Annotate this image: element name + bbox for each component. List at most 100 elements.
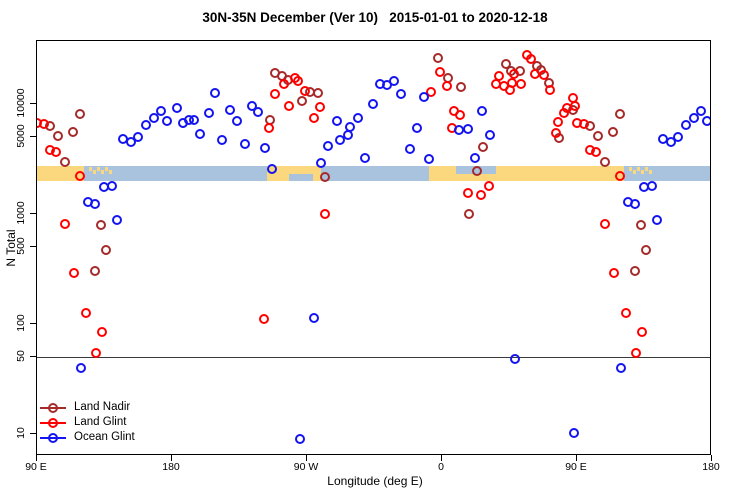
data-point	[111, 215, 122, 226]
data-point	[483, 180, 494, 191]
map-band-island	[629, 167, 632, 171]
data-point	[315, 157, 326, 168]
map-band-island	[633, 170, 636, 174]
y-tick-mark	[30, 433, 36, 434]
data-point	[39, 118, 50, 129]
data-point	[75, 109, 86, 119]
x-tick-mark	[711, 455, 712, 461]
data-point	[630, 266, 641, 277]
data-point	[432, 53, 443, 64]
data-point	[389, 76, 399, 86]
data-point	[462, 123, 473, 134]
data-point	[636, 220, 647, 231]
map-band-island	[645, 167, 648, 171]
data-point	[615, 109, 626, 119]
data-point	[267, 164, 278, 174]
data-point	[300, 86, 311, 97]
data-point	[464, 209, 474, 219]
data-point	[320, 209, 330, 219]
data-point	[309, 112, 320, 123]
data-point	[252, 107, 263, 118]
data-point	[615, 362, 626, 373]
data-point	[666, 136, 677, 147]
data-point	[621, 307, 632, 318]
data-point	[96, 220, 107, 231]
data-point	[171, 102, 182, 113]
data-point	[332, 116, 342, 127]
y-tick-mark	[30, 356, 36, 358]
data-point	[335, 134, 345, 145]
map-band-island	[641, 170, 644, 174]
data-point	[279, 79, 290, 90]
data-point	[426, 87, 437, 98]
data-point	[270, 89, 281, 100]
data-point	[51, 147, 62, 158]
legend-item-land-glint: Land Glint	[40, 415, 135, 430]
data-point	[702, 116, 710, 127]
data-point	[396, 89, 407, 100]
map-band-land	[37, 166, 84, 181]
data-point	[672, 132, 683, 143]
data-point	[516, 78, 527, 89]
ocean-glint-marker-icon	[40, 432, 66, 444]
data-point	[591, 147, 602, 158]
x-axis-title: Longitude (deg E)	[327, 474, 423, 488]
data-point	[320, 171, 330, 182]
data-point	[68, 127, 78, 138]
data-point	[60, 156, 71, 167]
y-tick-label: 5000	[15, 124, 27, 148]
data-point	[149, 112, 159, 123]
map-band-island	[637, 167, 640, 171]
map-band-island	[93, 170, 96, 174]
y-tick-mark	[30, 103, 36, 104]
data-point	[312, 87, 323, 98]
data-point	[240, 139, 251, 150]
y-tick-label: 1000	[15, 201, 27, 225]
y-tick-mark	[30, 323, 36, 324]
data-point	[615, 171, 626, 181]
map-band-island	[105, 167, 108, 171]
data-point	[360, 152, 371, 163]
plot-area	[36, 40, 711, 455]
data-point	[141, 120, 152, 131]
data-point	[345, 121, 356, 132]
x-tick-mark	[171, 455, 172, 461]
x-tick-label: 90 E	[25, 461, 47, 473]
data-point	[609, 267, 620, 278]
x-tick-label: 180	[702, 461, 720, 473]
data-point	[419, 91, 429, 102]
data-point	[405, 144, 416, 155]
legend-label: Land Nadir	[74, 401, 131, 413]
x-tick-mark	[576, 455, 577, 461]
data-point	[216, 134, 227, 145]
x-tick-mark	[306, 455, 307, 461]
data-point	[456, 82, 467, 93]
data-point	[90, 266, 101, 277]
data-point	[284, 100, 294, 111]
data-point	[570, 100, 581, 111]
data-point	[195, 129, 206, 140]
legend: Land Nadir Land Glint Ocean Glint	[40, 400, 135, 445]
data-point	[96, 327, 107, 338]
map-band-island	[89, 167, 92, 171]
y-tick-label: 10000	[15, 88, 27, 118]
data-point	[470, 152, 480, 163]
legend-item-ocean-glint: Ocean Glint	[40, 430, 135, 445]
y-tick-mark	[30, 246, 36, 248]
legend-label: Land Glint	[74, 416, 127, 428]
data-point	[525, 54, 536, 64]
data-point	[210, 87, 221, 98]
data-point	[600, 219, 611, 229]
data-point	[294, 434, 305, 445]
data-point	[90, 199, 101, 210]
data-point	[651, 215, 662, 226]
data-point	[90, 348, 101, 359]
data-point	[630, 348, 641, 359]
data-point	[126, 136, 137, 147]
data-point	[462, 188, 473, 199]
legend-item-land-nadir: Land Nadir	[40, 400, 135, 415]
y-tick-mark	[30, 136, 36, 138]
x-tick-mark	[441, 455, 442, 461]
data-point	[60, 219, 71, 229]
data-point	[231, 116, 242, 127]
